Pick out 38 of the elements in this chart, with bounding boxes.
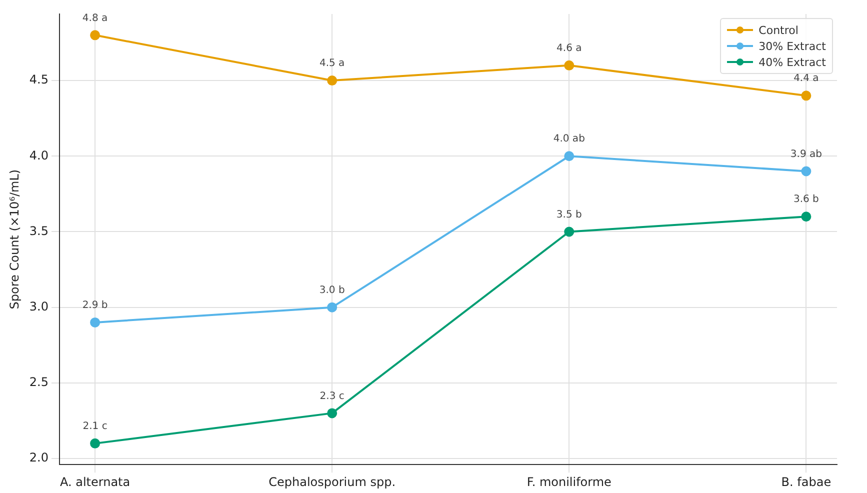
point (327, 302, 338, 312)
y-tick-label: 4.0 (29, 148, 48, 162)
data-label: 2.1 c (82, 421, 108, 432)
point (90, 438, 100, 448)
y-tick-label: 3.5 (29, 224, 48, 238)
y-axis-title: Spore Count (×10⁶/mL) (7, 169, 22, 310)
data-label: 3.5 b (556, 209, 582, 220)
point (564, 226, 574, 237)
point (90, 30, 100, 40)
point (801, 212, 812, 222)
point (327, 76, 338, 86)
point (801, 166, 812, 176)
data-label: 2.3 c (320, 390, 344, 402)
data-label: 4.8 a (82, 12, 108, 24)
x-tick-label: Cephalosporium spp. (268, 474, 396, 489)
x-tick-label: F. moniliforme (526, 474, 612, 489)
x-tick-label: B. fabae (781, 474, 832, 489)
data-label: 3.9 ab (790, 148, 822, 160)
point (801, 90, 812, 101)
data-label: 4.0 ab (553, 134, 585, 145)
legend-label: 30% Extract (758, 40, 826, 52)
y-tick-label: 4.5 (29, 72, 48, 87)
point (90, 317, 100, 328)
data-label: 3.6 b (793, 194, 819, 206)
point (564, 60, 574, 70)
y-tick-label: 3.0 (29, 299, 48, 314)
data-label: 3.0 b (319, 284, 345, 296)
x-tick-label: A. alternata (60, 474, 130, 489)
data-label: 4.5 a (319, 58, 345, 70)
data-label: 4.6 a (556, 43, 582, 54)
y-tick-label: 2.5 (29, 375, 48, 390)
data-label: 4.4 a (794, 73, 819, 84)
point (327, 408, 338, 418)
y-tick-label: 2.0 (29, 450, 48, 465)
point (564, 151, 574, 162)
data-label: 2.9 b (82, 300, 108, 312)
legend-label: 40% Extract (758, 56, 826, 68)
legend-label: Control (758, 24, 798, 36)
